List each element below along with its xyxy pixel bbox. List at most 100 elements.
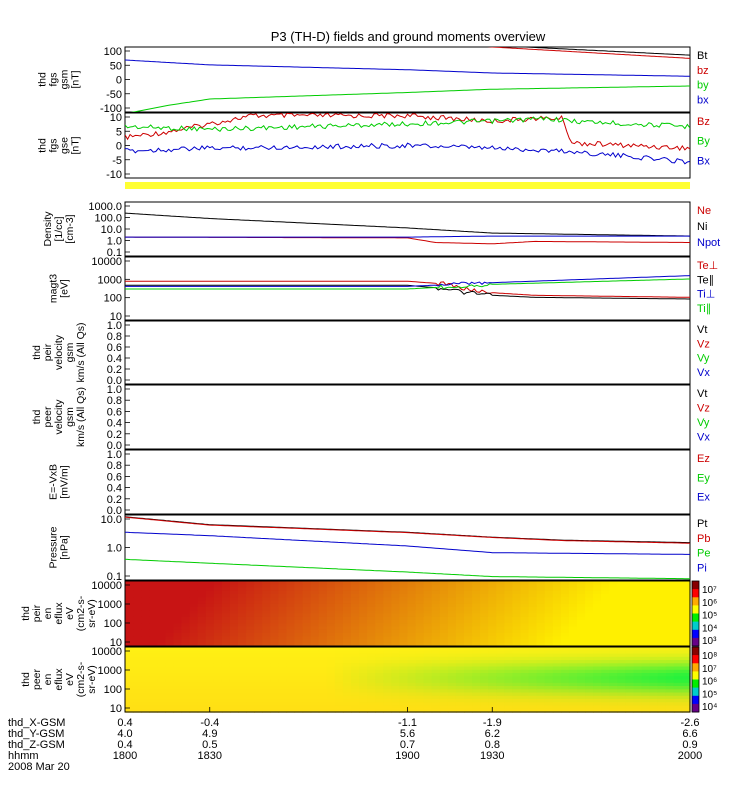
heatmap-cell: [593, 666, 602, 671]
heatmap-cell: [585, 682, 594, 687]
heatmap-cell: [464, 702, 473, 707]
heatmap-cell: [246, 692, 255, 697]
heatmap-cell: [383, 613, 392, 618]
heatmap-cell: [568, 695, 578, 700]
heatmap-cell: [318, 708, 328, 713]
heatmap-cell: [302, 689, 312, 694]
heatmap-cell: [318, 669, 328, 674]
heatmap-cell: [278, 594, 288, 598]
heatmap-cell: [359, 702, 368, 707]
heatmap-cell: [157, 623, 166, 628]
heatmap-cell: [254, 666, 263, 671]
heatmap-cell: [455, 705, 465, 710]
heatmap-cell: [528, 636, 538, 641]
heatmap-cell: [367, 594, 376, 598]
heatmap-cell: [367, 600, 376, 605]
heatmap-cell: [633, 686, 643, 690]
heatmap-cell: [464, 594, 473, 598]
heatmap-cell: [141, 676, 150, 681]
heatmap-cell: [165, 603, 175, 608]
heatmap-cell: [520, 626, 530, 631]
heatmap-cell: [657, 705, 667, 710]
heatmap-cell: [593, 642, 602, 647]
heatmap-cell: [504, 699, 514, 703]
heatmap-cell: [681, 650, 691, 655]
heatmap-cell: [504, 620, 514, 624]
heatmap-cell: [238, 656, 247, 661]
heatmap-cell: [262, 594, 271, 598]
x-row-label: 2008 Mar 20: [8, 761, 70, 773]
heatmap-cell: [189, 597, 199, 602]
heatmap-cell: [270, 676, 279, 681]
heatmap-cell: [407, 600, 417, 605]
heatmap-cell: [141, 642, 150, 647]
heatmap-cell: [415, 647, 425, 651]
heatmap-cell: [399, 587, 409, 592]
heatmap-cell: [133, 656, 142, 661]
heatmap-cell: [544, 656, 554, 661]
heatmap-cell: [560, 699, 570, 703]
heatmap-cell: [165, 590, 175, 595]
heatmap-cell: [673, 705, 683, 710]
heatmap-cell: [157, 620, 166, 624]
heatmap-cell: [326, 597, 336, 602]
heatmap-cell: [633, 610, 643, 615]
heatmap-cell: [681, 597, 691, 602]
y-axis-label-line: thd: [20, 606, 32, 621]
heatmap-cell: [270, 607, 279, 611]
legend-item: by: [697, 80, 709, 92]
heatmap-cell: [472, 692, 481, 697]
heatmap-cell: [415, 682, 425, 687]
heatmap-cell: [326, 603, 336, 608]
heatmap-cell: [367, 647, 376, 651]
heatmap-cell: [609, 636, 618, 641]
heatmap-cell: [665, 656, 675, 661]
heatmap-cell: [423, 679, 433, 684]
heatmap-cell: [536, 669, 546, 674]
heatmap-cell: [173, 666, 183, 671]
heatmap-cell: [568, 689, 578, 694]
heatmap-cell: [189, 587, 199, 592]
heatmap-cell: [351, 679, 360, 684]
heatmap-cell: [270, 600, 279, 605]
heatmap-cell: [552, 682, 562, 687]
heatmap-cell: [254, 636, 263, 641]
heatmap-cell: [173, 642, 183, 647]
heatmap-cell: [641, 594, 651, 598]
heatmap-cell: [665, 626, 675, 631]
heatmap-cell: [286, 590, 296, 595]
heatmap-cell: [681, 653, 691, 658]
heatmap-cell: [342, 600, 352, 605]
heatmap-cell: [407, 590, 417, 595]
heatmap-cell: [189, 600, 199, 605]
heatmap-cell: [157, 616, 166, 621]
y-tick-label: 0: [116, 75, 122, 87]
heatmap-cell: [391, 584, 401, 589]
heatmap-cell: [681, 629, 691, 634]
heatmap-cell: [125, 656, 134, 661]
heatmap-cell: [125, 616, 134, 621]
heatmap-cell: [464, 669, 473, 674]
heatmap-cell: [560, 603, 570, 608]
heatmap-cell: [254, 607, 263, 611]
y-axis-label-line: peer: [31, 668, 43, 690]
y-axis-label-line: magt3: [48, 274, 60, 303]
heatmap-cell: [496, 594, 505, 598]
heatmap-cell: [520, 633, 530, 637]
heatmap-cell: [593, 603, 602, 608]
heatmap-cell: [464, 607, 473, 611]
heatmap-cell: [609, 699, 618, 703]
heatmap-cell: [246, 663, 255, 668]
heatmap-cell: [585, 650, 594, 655]
heatmap-cell: [673, 584, 683, 589]
heatmap-cell: [294, 613, 304, 618]
heatmap-cell: [657, 686, 667, 690]
heatmap-cell: [221, 597, 231, 602]
heatmap-cell: [585, 620, 594, 624]
heatmap-cell: [649, 626, 659, 631]
heatmap-cell: [593, 594, 602, 598]
heatmap-cell: [641, 581, 651, 585]
y-axis-label-line: eV: [64, 673, 76, 686]
heatmap-cell: [552, 633, 562, 637]
heatmap-cell: [375, 639, 384, 644]
